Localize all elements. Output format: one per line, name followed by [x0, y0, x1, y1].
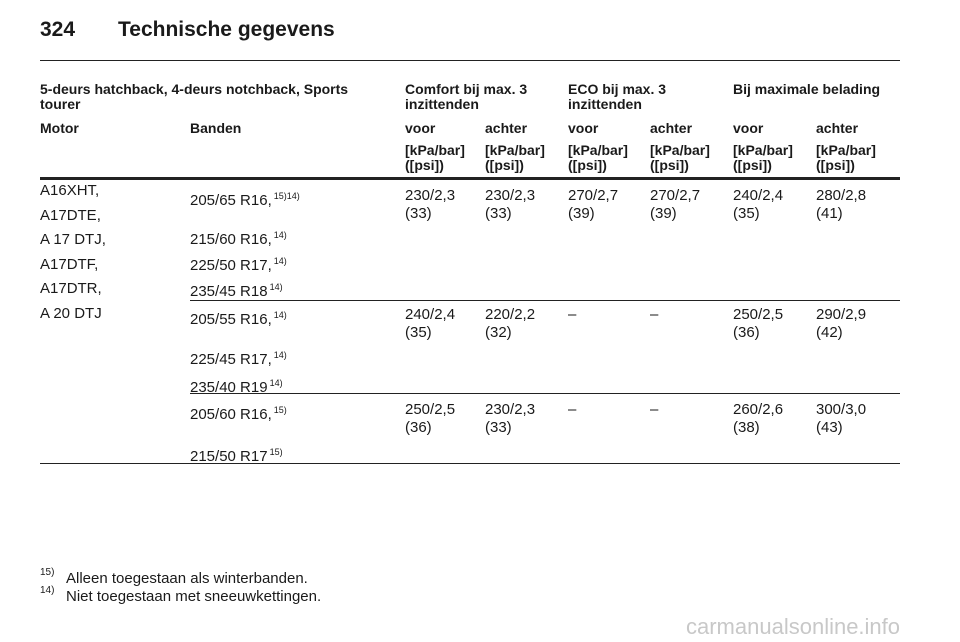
pressure: 270/2,7 — [650, 187, 701, 204]
column-header: achter — [816, 120, 859, 136]
tyre-size: 235/45 R18 14) — [190, 282, 283, 300]
unit-header: [kPa/bar] ([psi]) — [816, 142, 876, 173]
footnote-ref: 14) — [273, 230, 287, 240]
footnote-mark: 14) — [40, 585, 55, 596]
pressure: (39) — [568, 205, 595, 222]
footnote-ref: 14) — [273, 350, 287, 360]
column-header: voor — [568, 120, 599, 136]
page-title: Technische gegevens — [118, 18, 335, 41]
tyre-size: 225/45 R17, 14) — [190, 350, 287, 368]
pressure: 250/2,5 — [405, 401, 456, 418]
motor: A17DTE, — [40, 206, 101, 224]
unit-header: [kPa/bar] ([psi]) — [733, 142, 793, 173]
tyre-size: 225/50 R17, 14) — [190, 256, 287, 274]
column-header: voor — [733, 120, 764, 136]
pressure: (43) — [816, 419, 843, 436]
unit-header: [kPa/bar] ([psi]) — [650, 142, 710, 173]
pressure: 230/2,3 — [485, 401, 536, 418]
unit-header: [kPa/bar] ([psi]) — [405, 142, 465, 173]
motor: A 17 DTJ, — [40, 231, 106, 248]
tyre-size: 215/50 R17 15) — [190, 447, 283, 465]
motor: A17DTF, — [40, 255, 99, 273]
tyre-size: 205/60 R16, 15) — [190, 405, 287, 423]
pressure: – — [568, 306, 577, 323]
tyre-size: 235/40 R19 14) — [190, 378, 283, 396]
rule — [190, 300, 900, 301]
unit-header: [kPa/bar] ([psi]) — [568, 142, 628, 173]
pressure: (36) — [405, 419, 432, 436]
pressure: 290/2,9 — [816, 306, 867, 323]
column-header: achter — [485, 120, 528, 136]
tyre-size: 205/55 R16, 14) — [190, 310, 287, 328]
pressure: (38) — [733, 419, 760, 436]
footnote-ref: 14) — [269, 282, 283, 292]
pressure: 270/2,7 — [568, 187, 619, 204]
pressure: (41) — [816, 205, 843, 222]
pressure: – — [568, 401, 577, 418]
motor: A17DTR, — [40, 280, 102, 297]
rule — [40, 177, 900, 180]
footnote-text: Alleen toegestaan als winterbanden. — [66, 570, 308, 587]
pressure: (33) — [485, 419, 512, 436]
pressure: 250/2,5 — [733, 306, 784, 323]
footnote-ref: 15) — [269, 447, 283, 457]
column-header: achter — [650, 120, 693, 136]
pressure: 260/2,6 — [733, 401, 784, 418]
pressure: 240/2,4 — [405, 306, 456, 323]
footnote-ref: 14) — [269, 378, 283, 388]
motor: A 20 DTJ — [40, 304, 102, 322]
column-header: voor — [405, 120, 436, 136]
group-header: Bij maximale belading — [733, 81, 881, 97]
pressure: (32) — [485, 324, 512, 341]
pressure: 240/2,4 — [733, 187, 784, 204]
motor: A16XHT, — [40, 182, 100, 199]
column-header: Banden — [190, 120, 242, 136]
pressure: – — [650, 306, 659, 323]
pressure: (35) — [405, 324, 432, 341]
pressure: (35) — [733, 205, 760, 222]
footnote-ref: 15)14) — [273, 191, 300, 201]
pressure: 230/2,3 — [405, 187, 456, 204]
pressure: (39) — [650, 205, 677, 222]
rule — [40, 463, 900, 464]
unit-header: [kPa/bar] ([psi]) — [485, 142, 545, 173]
footnote-mark: 15) — [40, 567, 55, 578]
pressure: (36) — [733, 324, 760, 341]
pressure: (42) — [816, 324, 843, 341]
rule — [40, 60, 900, 61]
footnote-ref: 14) — [273, 310, 287, 320]
pressure: (33) — [405, 205, 432, 222]
rule — [190, 393, 900, 394]
group-header: ECO bij max. 3 inzittenden — [568, 81, 667, 112]
pressure: (33) — [485, 205, 512, 222]
footnote-text: Niet toegestaan met sneeuwkettingen. — [66, 588, 322, 605]
pressure: 300/3,0 — [816, 401, 867, 418]
group-header: Comfort bij max. 3 inzittenden — [405, 81, 528, 112]
page-number: 324 — [40, 18, 76, 41]
pressure: 280/2,8 — [816, 187, 867, 204]
watermark: carmanualsonline.info — [686, 614, 901, 639]
column-header: Motor — [40, 120, 79, 136]
tyre-size: 215/60 R16, 14) — [190, 230, 287, 248]
tyre-size: 205/65 R16, 15)14) — [190, 191, 300, 209]
pressure: 220/2,2 — [485, 306, 536, 323]
pressure: 230/2,3 — [485, 187, 536, 204]
pressure: – — [650, 401, 659, 418]
group-header: 5-deurs hatchback, 4-deurs notchback, Sp… — [40, 81, 349, 112]
footnote-ref: 15) — [273, 405, 287, 415]
footnote-ref: 14) — [273, 256, 287, 266]
